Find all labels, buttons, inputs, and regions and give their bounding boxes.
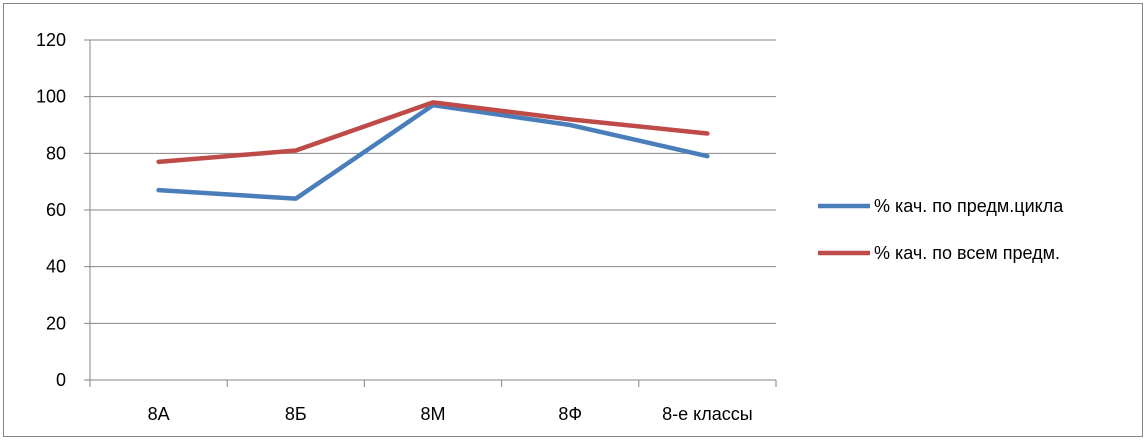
- legend: % кач. по предм.цикла % кач. по всем пред…: [818, 196, 1064, 263]
- series-line-2: [156, 100, 710, 165]
- y-tick-label: 0: [56, 370, 66, 390]
- x-tick-label: 8А: [148, 404, 170, 424]
- x-tick-label: 8М: [420, 404, 445, 424]
- x-tick-label: 8Б: [285, 404, 307, 424]
- axes: [84, 39, 777, 387]
- y-tick-label: 80: [46, 143, 66, 163]
- x-tick-label: 8Ф: [558, 404, 582, 424]
- y-tick-label: 20: [46, 313, 66, 333]
- legend-label-1: % кач. по предм.цикла: [874, 196, 1064, 216]
- x-axis-tick-labels: 8А 8Б 8М 8Ф 8-е классы: [148, 404, 753, 424]
- y-tick-label: 60: [46, 200, 66, 220]
- series-line-1: [156, 102, 710, 201]
- gridlines: [90, 39, 776, 324]
- series-lines: [156, 100, 710, 201]
- y-axis-tick-labels: 0 20 40 60 80 100 120: [36, 30, 66, 390]
- y-tick-label: 40: [46, 257, 66, 277]
- chart-area: [3, 3, 1143, 437]
- legend-label-2: % кач. по всем предм.: [874, 243, 1060, 263]
- y-tick-label: 120: [36, 30, 66, 50]
- y-tick-label: 100: [36, 87, 66, 107]
- x-tick-label: 8-е классы: [662, 404, 753, 424]
